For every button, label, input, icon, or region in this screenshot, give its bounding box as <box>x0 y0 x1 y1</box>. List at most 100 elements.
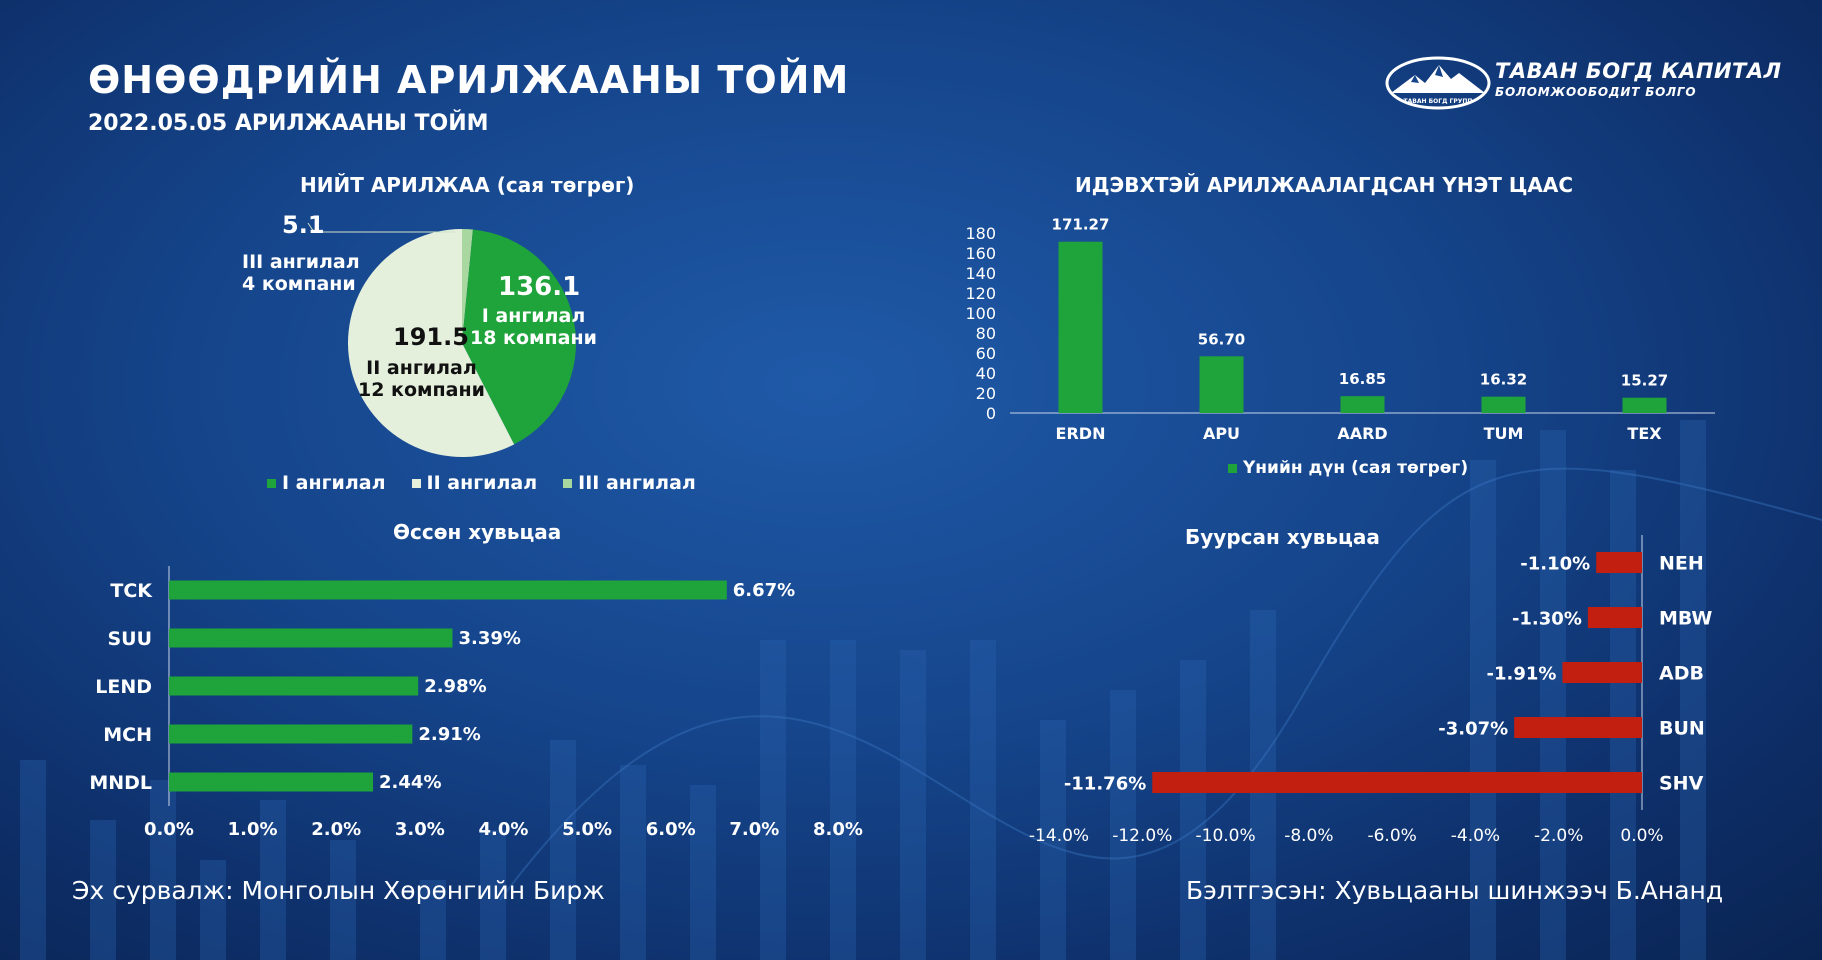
gainer-value-label: 2.98% <box>424 676 486 697</box>
pie-desc-III-line2: 4 компани <box>242 273 356 295</box>
loser-bar-MBW <box>1587 607 1642 628</box>
pie-legend: I ангилал II ангилал III ангилал <box>267 472 696 494</box>
loser-ticker-label: ADB <box>1659 663 1704 685</box>
bar-TEX <box>1622 397 1667 413</box>
losers-x-tick: -10.0% <box>1196 826 1256 846</box>
bar-category-label: APU <box>1203 424 1240 443</box>
gainers-x-tick: 3.0% <box>395 819 445 840</box>
bar-AARD <box>1340 396 1385 413</box>
gainer-ticker-label: MCH <box>103 724 152 746</box>
gainer-ticker-label: MNDL <box>89 772 152 794</box>
pie-desc-I-line2: 18 компани <box>470 327 597 349</box>
bar-APU <box>1199 356 1244 413</box>
gainer-value-label: 3.39% <box>458 628 520 649</box>
bar-y-tick: 0 <box>986 404 996 423</box>
loser-ticker-label: MBW <box>1659 608 1712 630</box>
loser-bar-SHV <box>1152 772 1642 793</box>
bar-y-tick: 180 <box>965 224 996 243</box>
loser-bar-ADB <box>1562 662 1642 683</box>
gainers-x-tick: 4.0% <box>479 819 529 840</box>
source-note: Эх сурвалж: Монголын Хөрөнгийн Бирж <box>72 876 605 905</box>
legend-label-II: II ангилал <box>426 472 538 494</box>
gainer-ticker-label: LEND <box>95 676 152 698</box>
logo-slogan: БОЛОМЖООБОДИТ БОЛГО <box>1495 85 1697 99</box>
gainers-x-tick: 7.0% <box>729 819 779 840</box>
gainer-value-label: 6.67% <box>733 580 795 601</box>
gainer-value-label: 2.91% <box>418 724 480 745</box>
legend-item-III: III ангилал <box>563 472 696 494</box>
gainers-chart-title: Өссөн хувьцаа <box>393 520 562 544</box>
pie-value-label-III: 5.1 <box>282 211 325 239</box>
gainers-x-tick: 6.0% <box>646 819 696 840</box>
loser-value-label: -3.07% <box>1438 719 1508 740</box>
logo-name: ТАВАН БОГД КАПИТАЛ <box>1495 59 1782 83</box>
losers-x-tick: -8.0% <box>1284 826 1333 846</box>
bar-y-tick: 120 <box>965 284 996 303</box>
gainer-bar-TCK <box>169 580 727 600</box>
losers-x-tick: -4.0% <box>1451 826 1500 846</box>
bar-ERDN <box>1058 241 1103 413</box>
pie-desc-III: III ангилал 4 компани <box>242 251 360 295</box>
bar-legend: Үнийн дүн (сая төгрөг) <box>1228 458 1468 478</box>
legend-label-I: I ангилал <box>282 472 386 494</box>
gainers-x-tick: 8.0% <box>813 819 863 840</box>
bar-y-tick: 140 <box>965 264 996 283</box>
pie-chart-title: НИЙТ АРИЛЖАА (сая төгрөг) <box>300 173 635 197</box>
loser-bar-NEH <box>1596 552 1642 573</box>
bar-category-label: ERDN <box>1056 424 1106 443</box>
loser-value-label: -1.30% <box>1512 609 1582 630</box>
losers-x-tick: -12.0% <box>1112 826 1172 846</box>
pie-value-label-II: 191.5 <box>393 323 469 351</box>
pie-slice-I-ангилал <box>462 229 577 445</box>
pie-desc-III-line1: III ангилал <box>242 251 360 273</box>
pie-value-label-I: 136.1 <box>498 272 581 302</box>
legend-swatch-II <box>411 478 421 488</box>
gainers-x-tick: 1.0% <box>228 819 278 840</box>
legend-item-I: I ангилал <box>267 472 386 494</box>
bar-value-label: 56.70 <box>1198 330 1245 348</box>
pie-desc-I-line1: I ангилал <box>481 305 586 327</box>
loser-value-label: -1.10% <box>1520 554 1590 575</box>
company-logo: ТАВАН БОГД ГРУПП ТАВАН БОГД КАПИТАЛ БОЛО… <box>1385 55 1781 111</box>
bar-legend-item: Үнийн дүн (сая төгрөг) <box>1228 458 1468 478</box>
bar-legend-swatch <box>1228 463 1237 473</box>
bar-y-tick: 160 <box>965 244 996 263</box>
pie-desc-II-line1: II ангилал <box>366 357 477 379</box>
loser-bar-BUN <box>1514 717 1642 738</box>
bar-legend-label: Үнийн дүн (сая төгрөг) <box>1243 458 1469 478</box>
pie-desc-I: I ангилал 18 компани <box>470 305 597 349</box>
bar-y-tick: 40 <box>976 364 996 383</box>
legend-swatch-III <box>563 478 573 488</box>
losers-x-tick: -6.0% <box>1367 826 1416 846</box>
emblem-text: ТАВАН БОГД ГРУПП <box>1404 98 1473 105</box>
bar-TUM <box>1481 396 1526 413</box>
loser-ticker-label: SHV <box>1659 773 1704 795</box>
losers-chart-title: Буурсан хувьцаа <box>1185 525 1380 549</box>
bar-chart-title: ИДЭВХТЭЙ АРИЛЖААЛАГДСАН ҮНЭТ ЦААС <box>1075 173 1574 197</box>
legend-item-II: II ангилал <box>411 472 538 494</box>
pie-slice-II-ангилал <box>348 229 515 458</box>
bar-y-tick: 60 <box>976 344 996 363</box>
pie-slice-III-ангилал <box>462 229 473 343</box>
loser-value-label: -1.91% <box>1487 664 1557 685</box>
mountain-emblem-icon: ТАВАН БОГД ГРУПП <box>1385 56 1491 110</box>
bar-category-label: TEX <box>1627 424 1662 443</box>
gainer-bar-LEND <box>169 676 419 696</box>
pie-desc-II: II ангилал 12 компани <box>358 357 485 401</box>
legend-label-III: III ангилал <box>578 472 696 494</box>
bar-y-tick: 20 <box>976 384 996 403</box>
page-subtitle: 2022.05.05 АРИЛЖААНЫ ТОЙМ <box>88 111 489 136</box>
bar-y-tick: 100 <box>965 304 996 323</box>
gainer-bar-MNDL <box>169 772 374 792</box>
bar-category-label: TUM <box>1484 424 1524 443</box>
bar-value-label: 16.32 <box>1480 371 1527 389</box>
loser-ticker-label: NEH <box>1659 553 1704 575</box>
bar-y-tick: 80 <box>976 324 996 343</box>
pie-desc-II-line2: 12 компани <box>358 379 485 401</box>
gainer-bar-MCH <box>169 724 413 744</box>
